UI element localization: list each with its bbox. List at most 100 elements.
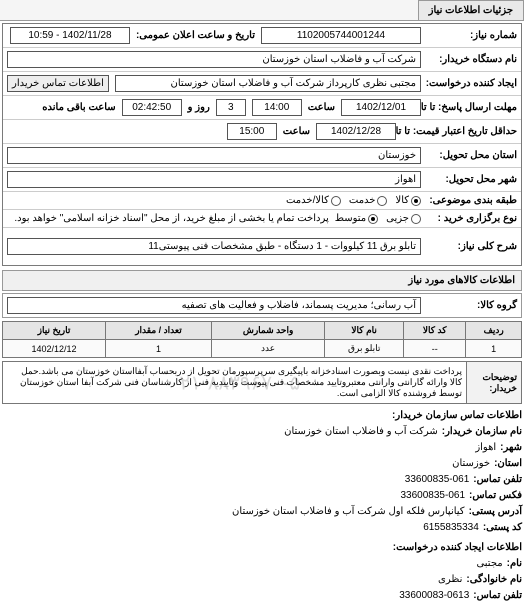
cell-date: 1402/12/12 [3, 340, 106, 358]
cell-unit: عدد [211, 340, 324, 358]
row-req-no: شماره نیاز: 1102005744001244 تاریخ و ساع… [3, 24, 521, 48]
col-qty: تعداد / مقدار [106, 322, 212, 340]
time-label-2: ساعت [283, 126, 310, 137]
org-name-k: نام سازمان خریدار: [442, 424, 522, 440]
contact-section2-title: اطلاعات ایجاد کننده درخواست: [2, 540, 522, 556]
phone-v: 33600835-061 [405, 472, 470, 488]
contact-block: اطلاعات تماس سازمان خریدار: نام سازمان خ… [2, 408, 522, 604]
days-label: روز و [188, 102, 210, 113]
table-header-row: ردیف کد کالا نام کالا واحد شمارش تعداد /… [3, 322, 522, 340]
radio-icon [411, 214, 421, 224]
col-unit: واحد شمارش [211, 322, 324, 340]
need-title-value: تابلو برق 11 کیلووات - 1 دستگاه - طبق مش… [7, 238, 421, 255]
buyer-org-label: نام دستگاه خریدار: [427, 54, 517, 65]
group-label: گروه کالا: [427, 300, 517, 311]
name-v: مجتبی [476, 556, 502, 572]
contact-section1-title: اطلاعات تماس سازمان خریدار: [2, 408, 522, 424]
row-deadline: مهلت ارسال پاسخ: تا تاریخ: 1402/12/01 سا… [3, 96, 521, 120]
table-row: 1 -- تابلو برق عدد 1 1402/12/12 [3, 340, 522, 358]
col-name: نام کالا [325, 322, 404, 340]
requester-label: ایجاد کننده درخواست: [427, 78, 517, 89]
addr-k: آدرس پستی: [469, 504, 522, 520]
need-title-label: شرح کلی نیاز: [427, 241, 517, 252]
row-province: استان محل تحویل: خوزستان [3, 144, 521, 168]
row-city: شهر محل تحویل: اهواز [3, 168, 521, 192]
subject-type-label: طبقه بندی موضوعی: [427, 195, 517, 206]
row-group: گروه کالا: آب رسانی؛ مدیریت پسماند، فاضل… [2, 293, 522, 318]
time-label-1: ساعت [308, 102, 335, 113]
cell-qty: 1 [106, 340, 212, 358]
phone2-k: تلفن تماس: [473, 588, 522, 604]
remain-label: ساعت باقی مانده [42, 102, 115, 113]
deadline-date: 1402/12/01 [341, 99, 421, 116]
radio-service-label: خدمت [349, 195, 376, 206]
items-section-title: اطلاعات کالاهای مورد نیاز [2, 270, 522, 291]
org-name-v: شرکت آب و فاضلاب استان خوزستان [284, 424, 438, 440]
req-no-value: 1102005744001244 [261, 27, 421, 44]
contact-buyer-button[interactable]: اطلاعات تماس خریدار [7, 75, 109, 92]
col-row: ردیف [466, 322, 522, 340]
pub-dt-label: تاریخ و ساعت اعلان عمومی: [136, 30, 255, 41]
purchase-type-radio-group: جزیی متوسط [335, 213, 421, 224]
addr-v: کیانپارس فلکه اول شرکت آب و فاضلاب استان… [232, 504, 465, 520]
pub-dt-value: 1402/11/28 - 10:59 [10, 27, 130, 44]
deadline-label: مهلت ارسال پاسخ: تا تاریخ: [427, 102, 517, 113]
row-buyer-org: نام دستگاه خریدار: شرکت آب و فاضلاب استا… [3, 48, 521, 72]
radio-both[interactable]: کالا/خدمت [286, 195, 341, 206]
phone2-v: 33600083-0613 [399, 588, 469, 604]
buyer-org-value: شرکت آب و فاضلاب استان خوزستان [7, 51, 421, 68]
province-k: استان: [494, 456, 522, 472]
remain-days: 3 [216, 99, 246, 116]
purchase-note: پرداخت تمام یا بخشی از مبلغ خرید، از محل… [14, 213, 328, 224]
phone-k: تلفن تماس: [473, 472, 522, 488]
deadline-time: 14:00 [252, 99, 302, 116]
family-v: نظری [438, 572, 462, 588]
province-v: خوزستان [452, 456, 490, 472]
row-purchase-type: نوع برگزاری خرید : جزیی متوسط پرداخت تما… [3, 210, 521, 228]
radio-kala[interactable]: کالا [395, 195, 421, 206]
radio-service[interactable]: خدمت [349, 195, 388, 206]
main-panel: شماره نیاز: 1102005744001244 تاریخ و ساع… [2, 23, 522, 266]
radio-medium[interactable]: متوسط [335, 213, 378, 224]
radio-both-label: کالا/خدمت [286, 195, 329, 206]
items-table: ردیف کد کالا نام کالا واحد شمارش تعداد /… [2, 321, 522, 358]
radio-kala-label: کالا [395, 195, 409, 206]
cell-name: تابلو برق [325, 340, 404, 358]
row-price-valid: حداقل تاریخ اعتبار قیمت: تا تاریخ: 1402/… [3, 120, 521, 144]
purchase-type-label: نوع برگزاری خرید : [427, 213, 517, 224]
requester-value: مجتبی نظری کارپرداز شرکت آب و فاضلاب است… [115, 75, 421, 92]
req-no-label: شماره نیاز: [427, 30, 517, 41]
radio-icon [368, 214, 378, 224]
price-valid-time: 15:00 [227, 123, 277, 140]
price-valid-label: حداقل تاریخ اعتبار قیمت: تا تاریخ: [402, 126, 517, 137]
radio-icon [377, 196, 387, 206]
radio-small[interactable]: جزیی [386, 213, 421, 224]
name-k: نام: [507, 556, 522, 572]
city-value: اهواز [7, 171, 421, 188]
province-label: استان محل تحویل: [427, 150, 517, 161]
col-date: تاریخ نیاز [3, 322, 106, 340]
row-requester: ایجاد کننده درخواست: مجتبی نظری کارپرداز… [3, 72, 521, 96]
buyer-notes-value: پرداخت نقدی نیست وبصورت اسنادخزانه باپیگ… [3, 362, 466, 403]
buyer-notes-text: پرداخت نقدی نیست وبصورت اسنادخزانه باپیگ… [20, 366, 462, 398]
province-value: خوزستان [7, 147, 421, 164]
radio-icon [411, 196, 421, 206]
price-valid-date: 1402/12/28 [316, 123, 396, 140]
subject-type-radio-group: کالا خدمت کالا/خدمت [286, 195, 421, 206]
radio-icon [331, 196, 341, 206]
city-v: اهواز [475, 440, 496, 456]
radio-medium-label: متوسط [335, 213, 366, 224]
buyer-notes-label: توضیحات خریدار: [466, 362, 521, 403]
city-k: شهر: [500, 440, 522, 456]
cell-code: -- [404, 340, 466, 358]
fax-v: 33600835-061 [401, 488, 466, 504]
zip-v: 6155835334 [423, 520, 479, 536]
tab-bar: جزئیات اطلاعات نیاز [0, 0, 524, 21]
buyer-notes: توضیحات خریدار: پرداخت نقدی نیست وبصورت … [2, 361, 522, 404]
tab-details[interactable]: جزئیات اطلاعات نیاز [418, 0, 524, 20]
row-need-title: شرح کلی نیاز: تابلو برق 11 کیلووات - 1 د… [3, 228, 521, 265]
cell-row: 1 [466, 340, 522, 358]
row-subject-type: طبقه بندی موضوعی: کالا خدمت کالا/خدمت [3, 192, 521, 210]
remain-time: 02:42:50 [122, 99, 182, 116]
city-label: شهر محل تحویل: [427, 174, 517, 185]
